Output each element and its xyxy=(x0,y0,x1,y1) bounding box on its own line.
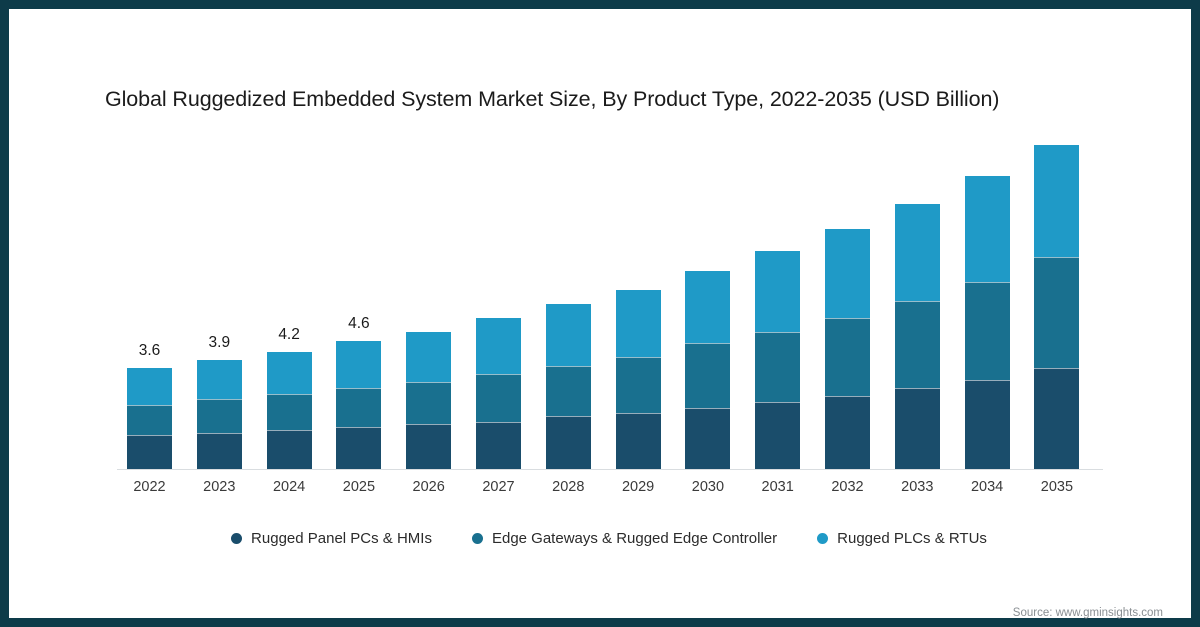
x-tick-2035: 2035 xyxy=(1040,479,1074,495)
bar-segment-2025-series-0[interactable] xyxy=(336,427,382,469)
x-tick-2022: 2022 xyxy=(133,479,166,495)
bar-segment-2028-series-2[interactable] xyxy=(545,304,591,366)
x-tick-2028: 2028 xyxy=(552,479,585,495)
legend-dot-icon-2 xyxy=(817,533,829,544)
bar-segment-2026-series-2[interactable] xyxy=(406,332,452,383)
x-tick-2024: 2024 xyxy=(272,479,306,495)
bar-segment-2023-series-1[interactable] xyxy=(196,399,242,433)
legend-item-1[interactable]: Edge Gateways & Rugged Edge Controller xyxy=(471,530,778,547)
bar-2022[interactable] xyxy=(127,368,172,469)
bar-segment-2031-series-2[interactable] xyxy=(755,251,801,333)
legend-label-1: Edge Gateways & Rugged Edge Controller xyxy=(491,530,778,547)
bar-segment-2025-series-1[interactable] xyxy=(336,387,382,428)
bar-segment-2034-series-2[interactable] xyxy=(964,175,1010,282)
bar-value-label-2024: 4.2 xyxy=(278,325,300,343)
bar-segment-2031-series-1[interactable] xyxy=(755,332,801,402)
chart-legend: Rugged Panel PCs & HMIs Edge Gateways & R… xyxy=(9,530,1200,547)
bar-2027[interactable] xyxy=(476,318,521,469)
bar-2035[interactable] xyxy=(1034,145,1080,469)
bar-segment-2027-series-0[interactable] xyxy=(476,421,521,469)
bar-segment-2030-series-1[interactable] xyxy=(685,343,731,408)
x-tick-2031: 2031 xyxy=(761,479,794,495)
bar-segment-2033-series-1[interactable] xyxy=(894,301,940,388)
bar-segment-2023-series-0[interactable] xyxy=(196,432,242,469)
source-attribution: Source: www.gminsights.com xyxy=(1012,607,1163,619)
bar-segment-2024-series-2[interactable] xyxy=(266,351,312,394)
bar-segment-2026-series-1[interactable] xyxy=(406,382,452,425)
x-tick-2033: 2033 xyxy=(901,479,934,495)
legend-label-2: Rugged PLCs & RTUs xyxy=(837,530,987,547)
bar-segment-2032-series-2[interactable] xyxy=(825,228,870,319)
legend-item-2[interactable]: Rugged PLCs & RTUs xyxy=(817,530,987,547)
bar-segment-2028-series-1[interactable] xyxy=(545,365,591,416)
bar-2026[interactable] xyxy=(406,332,452,469)
x-tick-2032: 2032 xyxy=(831,479,864,495)
bar-2031[interactable] xyxy=(755,251,801,469)
bar-segment-2035-series-1[interactable] xyxy=(1034,256,1080,369)
bar-segment-2034-series-0[interactable] xyxy=(964,379,1010,469)
bar-segment-2030-series-2[interactable] xyxy=(685,270,731,344)
x-tick-2030: 2030 xyxy=(691,479,725,495)
bar-segment-2035-series-0[interactable] xyxy=(1034,368,1080,469)
bar-segment-2022-series-2[interactable] xyxy=(127,368,172,405)
bar-segment-2032-series-0[interactable] xyxy=(825,396,870,469)
bar-2034[interactable] xyxy=(964,175,1010,469)
bar-value-label-2022: 3.6 xyxy=(138,342,161,360)
bar-value-label-2023: 3.9 xyxy=(208,334,231,352)
legend-dot-icon-0 xyxy=(231,533,243,544)
bar-segment-2022-series-0[interactable] xyxy=(127,435,172,469)
bar-2030[interactable] xyxy=(685,270,731,469)
x-tick-2027: 2027 xyxy=(482,479,515,495)
bar-segment-2034-series-1[interactable] xyxy=(964,281,1010,380)
chart-title: Global Ruggedized Embedded System Market… xyxy=(105,87,1000,111)
bar-2023[interactable] xyxy=(196,360,242,469)
bar-segment-2028-series-0[interactable] xyxy=(545,415,591,469)
bar-2033[interactable] xyxy=(894,203,940,469)
bar-2029[interactable] xyxy=(615,290,661,469)
bar-segment-2035-series-2[interactable] xyxy=(1034,145,1080,257)
x-axis-line xyxy=(117,469,1103,470)
x-tick-2023: 2023 xyxy=(203,479,236,495)
bar-segment-2023-series-2[interactable] xyxy=(196,360,242,400)
bar-segment-2032-series-1[interactable] xyxy=(825,318,870,397)
bar-segment-2031-series-0[interactable] xyxy=(755,401,801,469)
x-tick-2029: 2029 xyxy=(621,479,655,495)
legend-label-0: Rugged Panel PCs & HMIs xyxy=(251,530,432,547)
bar-2025[interactable] xyxy=(336,340,382,469)
x-tick-2034: 2034 xyxy=(970,479,1004,495)
bar-segment-2024-series-1[interactable] xyxy=(266,393,312,430)
bar-segment-2025-series-2[interactable] xyxy=(336,340,382,388)
bar-segment-2022-series-1[interactable] xyxy=(127,404,172,436)
bar-segment-2029-series-0[interactable] xyxy=(615,413,661,469)
bar-segment-2026-series-0[interactable] xyxy=(406,424,452,469)
bar-value-label-2025: 4.6 xyxy=(348,314,370,332)
bar-segment-2027-series-2[interactable] xyxy=(476,318,521,375)
bar-segment-2029-series-1[interactable] xyxy=(615,357,661,414)
bar-segment-2033-series-2[interactable] xyxy=(894,203,940,302)
x-tick-2025: 2025 xyxy=(342,479,376,495)
bar-2024[interactable] xyxy=(266,351,312,469)
legend-dot-icon-1 xyxy=(471,533,483,544)
bar-segment-2027-series-1[interactable] xyxy=(476,374,521,422)
bar-segment-2030-series-0[interactable] xyxy=(685,407,731,469)
bar-segment-2029-series-2[interactable] xyxy=(615,290,661,358)
bar-2032[interactable] xyxy=(825,228,870,469)
bar-2028[interactable] xyxy=(545,304,591,469)
x-tick-2026: 2026 xyxy=(412,479,445,495)
plot-area xyxy=(117,129,1101,470)
bar-segment-2024-series-0[interactable] xyxy=(266,429,312,469)
legend-item-0[interactable]: Rugged Panel PCs & HMIs xyxy=(231,530,432,547)
bar-segment-2033-series-0[interactable] xyxy=(894,387,940,469)
